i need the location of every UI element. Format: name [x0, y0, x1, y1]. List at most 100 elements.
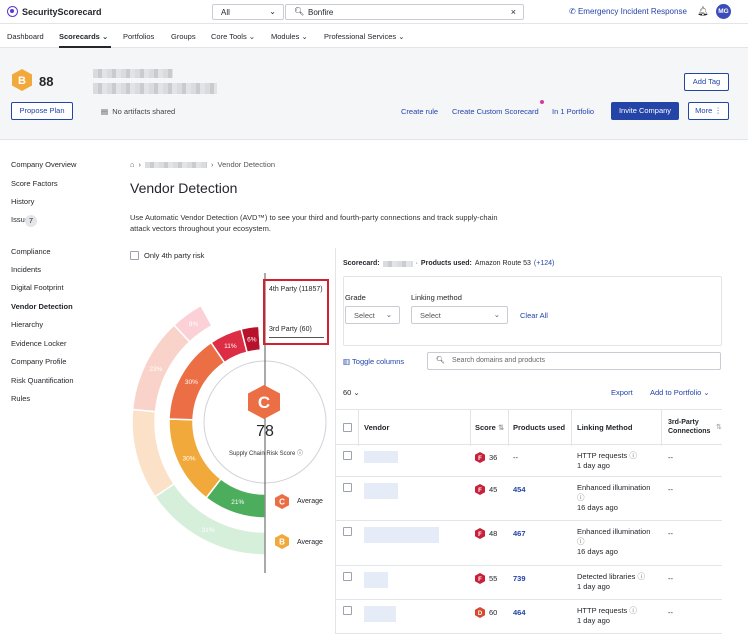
row-checkbox[interactable] [343, 606, 352, 615]
info-icon[interactable]: ⓘ [629, 451, 637, 460]
inner-segment-label: 21% [231, 499, 244, 506]
select-all-checkbox[interactable] [343, 423, 352, 432]
grade-filter-label: Grade [345, 293, 366, 302]
sidebar-item-risk-quantification[interactable]: Risk Quantification [11, 376, 74, 385]
col-products-used[interactable]: Products used [513, 423, 566, 432]
add-to-portfolio-link[interactable]: Add to Portfolio ⌄ [650, 388, 710, 397]
avatar[interactable]: MG [716, 4, 731, 19]
redacted-vendor-name[interactable] [364, 606, 396, 622]
nav-scorecards[interactable]: Scorecards ⌄ [59, 32, 109, 41]
sidebar-item-rules[interactable]: Rules [11, 394, 31, 403]
sidebar-item-digital-footprint[interactable]: Digital Footprint [11, 283, 64, 292]
export-link[interactable]: Export [611, 388, 633, 397]
add-tag-button[interactable]: Add Tag [684, 73, 729, 91]
info-icon[interactable]: ⓘ [637, 572, 645, 581]
svg-text:C: C [279, 498, 285, 507]
table-row[interactable]: F 36 -- HTTP requests ⓘ 1 day ago -- [335, 445, 722, 477]
sidebar-item-incidents[interactable]: Incidents [11, 265, 42, 274]
nav-professional-services[interactable]: Professional Services ⌄ [324, 32, 405, 41]
grade-select[interactable]: Select ⌄ [345, 306, 400, 324]
sidebar-item-history[interactable]: History [11, 197, 35, 206]
search-input[interactable]: 🔍︎ Bonfire × [285, 4, 524, 20]
table-search-input[interactable]: 🔍︎ Search domains and products [427, 352, 721, 370]
nav-portfolios[interactable]: Portfolios [123, 32, 155, 41]
search-icon: 🔍︎ [436, 357, 445, 364]
table-row[interactable]: F 45 454 Enhanced illumination ⓘ 16 days ago… [335, 477, 722, 521]
emergency-link[interactable]: ✆ Emergency Incident Response [569, 7, 687, 16]
products-used-value[interactable]: 464 [513, 608, 526, 617]
phone-icon: ✆ [569, 7, 576, 16]
col-linking-method[interactable]: Linking Method [577, 423, 633, 432]
clear-all-link[interactable]: Clear All [520, 311, 548, 320]
sidebar-item-company-overview[interactable]: Company Overview [11, 160, 77, 169]
redacted-vendor-name[interactable] [364, 483, 398, 499]
table-row[interactable]: D 60 464 HTTP requests ⓘ 1 day ago -- [335, 600, 722, 634]
page-size-select[interactable]: 60 ⌄ [343, 388, 360, 397]
more-products-link[interactable]: (+124) [533, 260, 555, 267]
sidebar-item-vendor-detection[interactable]: Vendor Detection [11, 302, 73, 311]
sidebar-item-compliance[interactable]: Compliance [11, 247, 51, 256]
in-portfolio-link[interactable]: In 1 Portfolio [552, 107, 595, 116]
info-icon[interactable]: ⓘ [577, 537, 585, 546]
row-checkbox[interactable] [343, 527, 352, 536]
nav-active-underline [59, 46, 111, 48]
outer-segment[interactable] [199, 288, 266, 327]
products-used-value[interactable]: 454 [513, 485, 526, 494]
col-score[interactable]: Score ⇅ [475, 423, 505, 432]
brand-logo[interactable]: SecurityScorecard [7, 6, 102, 17]
search-scope-select[interactable]: All ⌄ [212, 4, 284, 20]
redacted-breadcrumb[interactable] [145, 161, 208, 168]
sidebar-item-company-profile[interactable]: Company Profile [11, 357, 67, 366]
table-row[interactable]: F 48 467 Enhanced illumination ⓘ 16 days ago… [335, 521, 722, 566]
third-party-label[interactable]: 3rd Party (60) [269, 326, 312, 333]
chevron-down-icon: ⌄ [385, 310, 392, 319]
col-third-party-connections[interactable]: 3rd-Party Connections [668, 419, 711, 435]
close-icon[interactable]: × [510, 7, 516, 17]
info-icon[interactable]: ⓘ [577, 493, 585, 502]
nav-modules[interactable]: Modules ⌄ [271, 32, 308, 41]
logo-icon [7, 6, 18, 17]
nav-groups[interactable]: Groups [171, 32, 196, 41]
linking-method-select[interactable]: Select ⌄ [411, 306, 508, 324]
company-score: 88 [39, 74, 54, 89]
redacted-vendor-name[interactable] [364, 451, 398, 463]
more-button[interactable]: More ⋮ [688, 102, 729, 120]
columns-icon: ▥ [343, 357, 351, 366]
create-custom-scorecard-link[interactable]: Create Custom Scorecard [452, 107, 539, 116]
redacted-vendor-name[interactable] [364, 527, 439, 543]
table-row[interactable]: F 55 739 Detected libraries ⓘ 1 day ago -- [335, 566, 722, 600]
chevron-down-icon: ⌄ [269, 7, 276, 16]
row-checkbox[interactable] [343, 451, 352, 460]
row-checkbox[interactable] [343, 572, 352, 581]
home-icon[interactable]: ⌂ [130, 160, 135, 169]
only-4th-party-checkbox[interactable] [130, 251, 139, 260]
info-icon[interactable]: ⓘ [629, 606, 637, 615]
connections-value: -- [668, 574, 673, 583]
outer-segment[interactable] [131, 408, 176, 498]
sidebar-item-score-factors[interactable]: Score Factors [11, 179, 58, 188]
create-rule-link[interactable]: Create rule [401, 107, 439, 116]
svg-text:F: F [478, 456, 482, 462]
sidebar-item-issues[interactable]: Issues 7 [11, 215, 37, 227]
svg-text:D: D [478, 611, 483, 617]
nav-core-tools[interactable]: Core Tools ⌄ [211, 32, 256, 41]
breadcrumb: ⌂ › › Vendor Detection [130, 160, 276, 169]
connections-value: -- [668, 608, 673, 617]
bell-icon[interactable]: 🔔︎ [697, 6, 709, 16]
propose-plan-button[interactable]: Propose Plan [11, 102, 73, 120]
sidebar-item-hierarchy[interactable]: Hierarchy [11, 320, 44, 329]
linking-filter-label: Linking method [411, 293, 462, 302]
col-vendor[interactable]: Vendor [364, 423, 390, 432]
invite-company-button[interactable]: Invite Company [611, 102, 679, 120]
fourth-party-label[interactable]: 4th Party (11857) [269, 286, 323, 293]
only-4th-party-label: Only 4th party risk [144, 251, 205, 260]
products-used-value[interactable]: 739 [513, 574, 526, 583]
redacted-vendor-name[interactable] [364, 572, 388, 588]
toggle-columns-button[interactable]: ▥ Toggle columns [343, 357, 405, 366]
linking-method-value: Enhanced illumination ⓘ 16 days ago [577, 483, 651, 512]
products-used-value[interactable]: 467 [513, 529, 526, 538]
center-score-label: Supply Chain Risk Score ⓘ [228, 451, 304, 457]
row-checkbox[interactable] [343, 483, 352, 492]
nav-dashboard[interactable]: Dashboard [7, 32, 44, 41]
sidebar-item-evidence-locker[interactable]: Evidence Locker [11, 339, 67, 348]
